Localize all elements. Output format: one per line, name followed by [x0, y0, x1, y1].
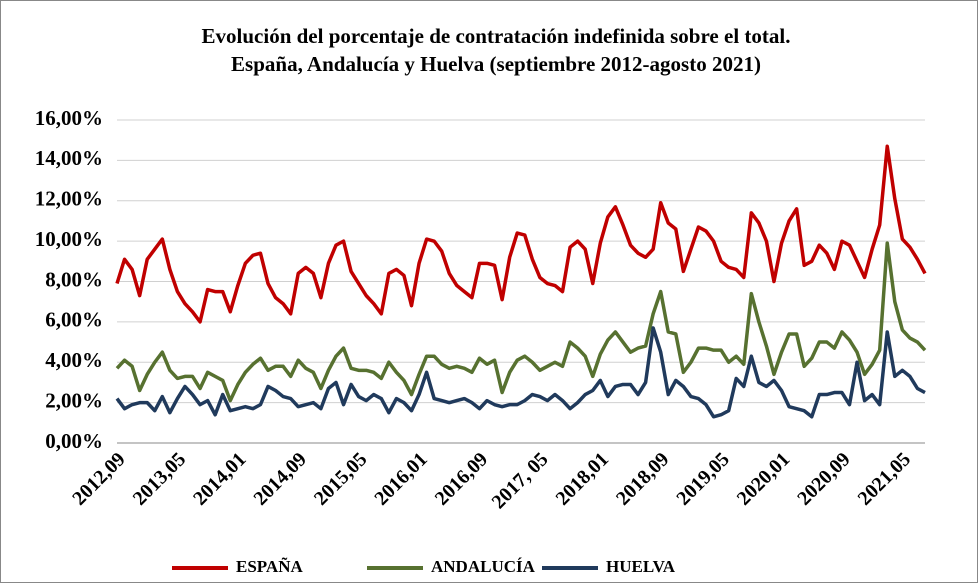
- y-tick-label: 6,00%: [45, 308, 103, 332]
- y-tick-label: 10,00%: [35, 227, 103, 251]
- series-line: [115, 241, 927, 403]
- legend-label: ESPAÑA: [236, 557, 303, 576]
- y-tick-label: 12,00%: [35, 187, 103, 211]
- y-tick-label: 0,00%: [45, 429, 103, 453]
- y-tick-label: 8,00%: [45, 267, 103, 291]
- y-tick-label: 16,00%: [35, 106, 103, 130]
- chart-title: Evolución del porcentaje de contratación…: [202, 24, 791, 48]
- y-tick-label: 4,00%: [45, 348, 103, 372]
- legend-label: ANDALUCÍA: [431, 557, 536, 576]
- series-line: [115, 326, 926, 419]
- legend-label: HUELVA: [606, 557, 676, 576]
- y-tick-label: 2,00%: [45, 388, 103, 412]
- series-line: [115, 144, 927, 324]
- chart-title: España, Andalucía y Huelva (septiembre 2…: [231, 52, 761, 76]
- y-tick-label: 14,00%: [35, 146, 103, 170]
